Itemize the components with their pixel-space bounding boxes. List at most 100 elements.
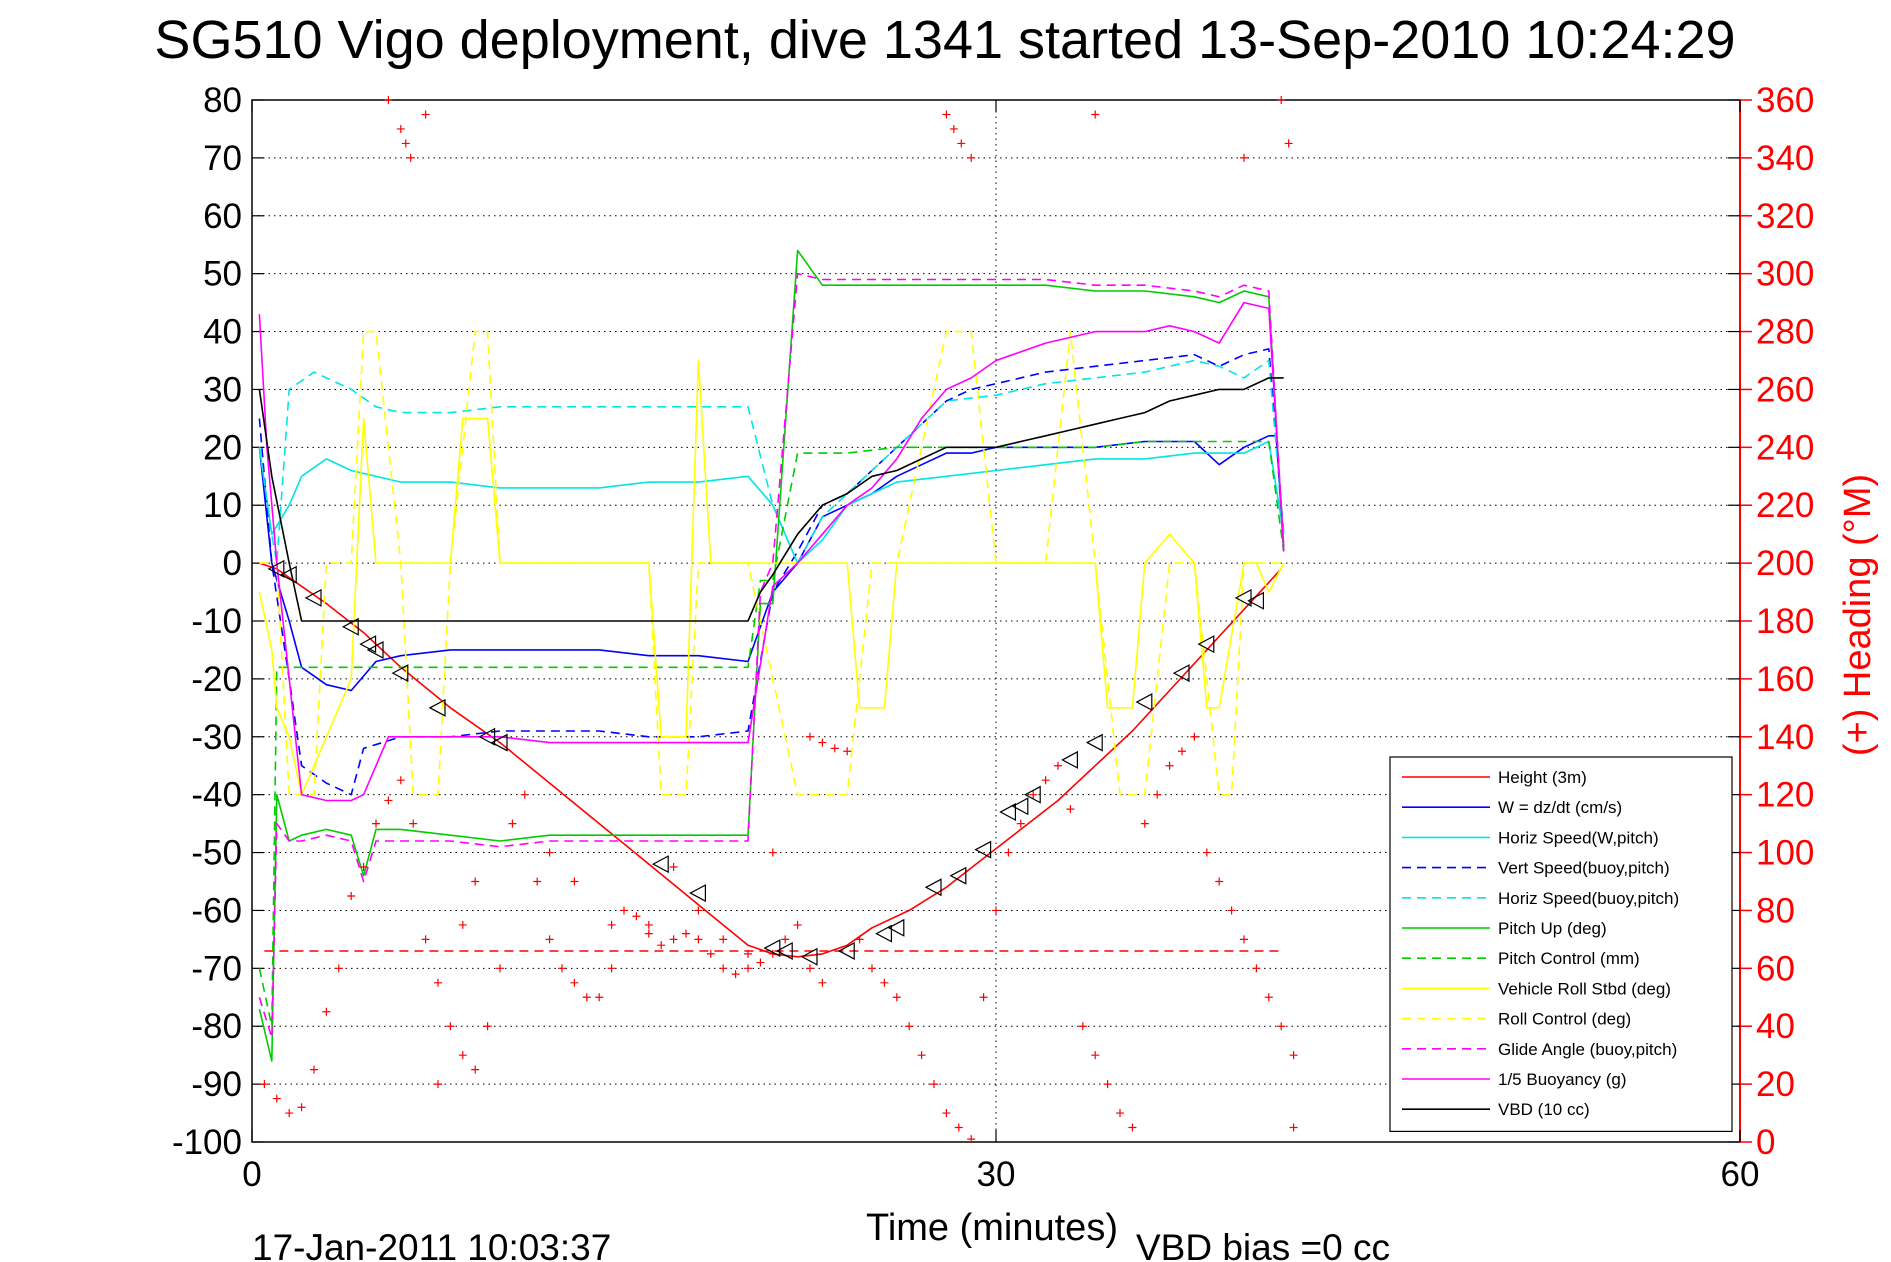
heading-point <box>297 1103 306 1112</box>
heading-point <box>942 1109 951 1118</box>
heading-point <box>421 935 430 944</box>
heading-point <box>1240 153 1248 162</box>
heading-point <box>892 993 901 1002</box>
height-marker <box>1011 797 1029 816</box>
heading-point <box>967 153 976 162</box>
height-marker <box>1061 750 1079 769</box>
heading-point <box>1066 805 1075 814</box>
y-right-tick-label: 140 <box>1756 718 1814 757</box>
heading-point <box>496 964 504 973</box>
series-line-7 <box>258 440 1285 1027</box>
y-tick-label: -60 <box>191 891 242 930</box>
legend: Height (3m) W = dz/dt (cm/s) Horiz Speed(W… <box>1389 756 1733 1132</box>
y-tick-label: -40 <box>191 776 242 815</box>
heading-point <box>905 1022 914 1031</box>
series-line-0 <box>259 562 1282 958</box>
height-marker <box>974 840 992 859</box>
heading-point <box>520 790 529 799</box>
legend-label-3: Vert Speed(buoy,pitch) <box>1498 859 1670 878</box>
y-tick-label: 60 <box>203 197 242 236</box>
heading-point <box>830 744 839 753</box>
y-right-tick-label: 40 <box>1756 1007 1795 1046</box>
y-right-tick-label: 360 <box>1756 81 1814 120</box>
heading-point <box>570 877 579 886</box>
height-marker <box>391 664 409 683</box>
heading-point <box>1284 139 1293 148</box>
heading-point <box>744 949 752 958</box>
height-marker <box>651 855 669 874</box>
heading-point <box>607 964 616 973</box>
heading-point <box>372 819 380 828</box>
height-marker <box>428 698 446 717</box>
y-tick-label: 0 <box>223 544 242 583</box>
y-right-tick-label: 280 <box>1756 313 1814 352</box>
heading-point <box>595 993 604 1002</box>
height-marker <box>1023 785 1041 804</box>
heading-point <box>949 124 958 133</box>
heading-point <box>1103 1080 1112 1089</box>
legend-label-9: Glide Angle (buoy,pitch) <box>1498 1040 1677 1059</box>
heading-point <box>1091 1051 1100 1060</box>
y-right-tick-label: 220 <box>1756 486 1814 525</box>
y-right-tick-label: 0 <box>1756 1123 1775 1162</box>
heading-point <box>1128 1123 1137 1132</box>
series-line-12 <box>258 377 1284 622</box>
heading-point <box>706 949 715 958</box>
heading-point <box>545 935 554 944</box>
height-marker <box>949 866 967 885</box>
heading-point <box>1140 819 1149 828</box>
y-right-tick-label: 120 <box>1756 776 1814 815</box>
y-right-tick-label: 20 <box>1756 1065 1795 1104</box>
heading-point <box>992 906 1000 915</box>
heading-point <box>793 920 802 929</box>
heading-point <box>682 929 690 938</box>
heading-point <box>471 877 480 886</box>
heading-point <box>669 863 678 872</box>
y-right-tick-label: 60 <box>1756 949 1795 988</box>
heading-point <box>310 1065 318 1074</box>
heading-point <box>806 964 814 973</box>
y-tick-label: 50 <box>203 255 242 294</box>
heading-point <box>1277 96 1286 104</box>
height-marker <box>1135 693 1153 712</box>
heading-point <box>508 819 517 828</box>
height-marker <box>887 918 905 937</box>
heading-point <box>533 877 542 886</box>
heading-point <box>1252 964 1261 973</box>
heading-point <box>545 848 554 857</box>
heading-point <box>756 958 765 967</box>
heading-point <box>1240 935 1248 944</box>
heading-point <box>458 1051 467 1060</box>
height-marker <box>1247 591 1265 610</box>
heading-point <box>1178 747 1186 756</box>
heading-point <box>1041 776 1050 785</box>
heading-point <box>1016 819 1025 828</box>
heading-point <box>644 920 653 929</box>
y-right-tick-label: 340 <box>1756 139 1814 178</box>
legend-label-4: Horiz Speed(buoy,pitch) <box>1498 889 1679 908</box>
series-line-4 <box>258 348 1285 796</box>
y-right-tick-label: 320 <box>1756 197 1814 236</box>
heading-point <box>719 964 728 973</box>
heading-point <box>272 1094 281 1103</box>
heading-point <box>396 124 405 133</box>
heading-point <box>434 978 442 987</box>
y-tick-label: 40 <box>203 313 242 352</box>
height-marker <box>1234 588 1252 607</box>
heading-point <box>930 1080 938 1089</box>
plot-area: 80706050403020100-10-20-30-40-50-60-70-8… <box>172 81 1814 1194</box>
series-line-5 <box>258 359 1285 564</box>
height-marker <box>1172 664 1190 683</box>
heading-point <box>1004 848 1013 857</box>
heading-point <box>1029 790 1038 799</box>
series-line-10 <box>258 272 1285 1039</box>
heading-point <box>1091 110 1100 119</box>
legend-box <box>1389 756 1733 1132</box>
heading-point <box>942 110 951 119</box>
y-tick-label: -50 <box>191 834 242 873</box>
legend-label-8: Roll Control (deg) <box>1498 1010 1631 1029</box>
y-right-tick-label: 300 <box>1756 255 1814 294</box>
series-line-6 <box>258 249 1285 1062</box>
height-marker <box>999 803 1017 822</box>
